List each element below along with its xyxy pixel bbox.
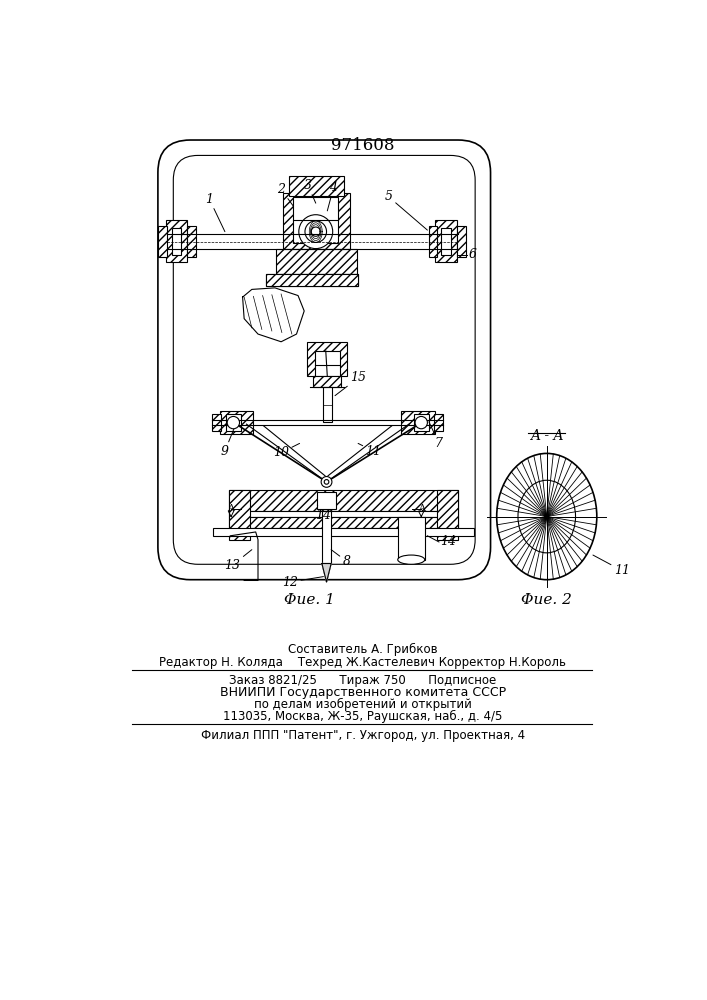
Circle shape (415, 416, 428, 429)
Bar (219, 411, 253, 434)
Text: ВНИИПИ Государственного комитета СССР: ВНИИПИ Государственного комитета СССР (220, 686, 506, 699)
Text: 5: 5 (385, 190, 428, 230)
Text: Составитель А. Грибков: Составитель А. Грибков (288, 643, 438, 656)
Polygon shape (243, 288, 304, 342)
Bar (229, 490, 458, 511)
Text: 113035, Москва, Ж-35, Раушская, наб., д. 4/5: 113035, Москва, Ж-35, Раушская, наб., д.… (223, 709, 503, 723)
Bar (165, 220, 187, 262)
Text: A: A (418, 504, 425, 513)
Bar (441, 228, 450, 255)
Text: A: A (228, 504, 235, 513)
Text: 3: 3 (304, 179, 316, 203)
Bar (276, 249, 356, 274)
Bar (317, 492, 336, 509)
Ellipse shape (398, 555, 425, 564)
Polygon shape (322, 564, 331, 582)
Text: Заказ 8821/25      Тираж 750      Подписное: Заказ 8821/25 Тираж 750 Подписное (229, 674, 496, 687)
Circle shape (227, 416, 240, 429)
Bar (433, 414, 443, 431)
Bar (212, 414, 221, 431)
Bar (229, 511, 458, 517)
Bar (315, 351, 339, 376)
Bar (414, 414, 429, 431)
Bar (266, 274, 358, 286)
Bar (226, 414, 241, 431)
Text: Редактор Н. Коляда    Техред Ж.Кастелевич Корректор Н.Король: Редактор Н. Коляда Техред Ж.Кастелевич К… (159, 656, 566, 669)
Text: 13: 13 (225, 550, 252, 572)
Bar (322, 511, 331, 564)
Bar (214, 528, 474, 536)
Circle shape (311, 227, 320, 236)
Text: Φue. 1: Φue. 1 (284, 593, 335, 607)
Text: 12: 12 (282, 576, 324, 588)
Text: 15: 15 (335, 371, 366, 396)
Text: 4: 4 (327, 181, 337, 211)
Circle shape (299, 215, 333, 249)
Bar (402, 411, 435, 434)
Text: 2: 2 (277, 183, 293, 206)
Text: Φue. 2: Φue. 2 (521, 593, 572, 607)
Bar (158, 226, 167, 257)
Text: по делам изобретений и открытий: по делам изобретений и открытий (254, 698, 472, 711)
Text: 7: 7 (429, 422, 443, 450)
Bar (437, 490, 458, 540)
Bar (322, 387, 332, 422)
Text: 971608: 971608 (331, 137, 395, 154)
Text: 1: 1 (206, 193, 225, 232)
Text: 11: 11 (593, 555, 630, 577)
Text: 11: 11 (358, 443, 382, 458)
Text: 14: 14 (315, 505, 331, 522)
Bar (229, 517, 458, 528)
Bar (313, 376, 341, 387)
Bar (283, 193, 351, 249)
Text: Филиал ППП "Патент", г. Ужгород, ул. Проектная, 4: Филиал ППП "Патент", г. Ужгород, ул. Про… (201, 730, 525, 742)
Text: 6: 6 (469, 248, 477, 261)
Ellipse shape (497, 453, 597, 580)
Bar (187, 226, 197, 257)
Bar (288, 176, 344, 196)
Text: 9: 9 (221, 419, 238, 458)
Bar (293, 197, 338, 243)
Text: 8: 8 (331, 550, 351, 568)
Bar (429, 226, 437, 257)
Bar (435, 220, 457, 262)
Polygon shape (322, 564, 331, 582)
Text: A - A: A - A (530, 429, 563, 443)
Bar (172, 228, 181, 255)
Bar (398, 517, 425, 560)
Bar (229, 490, 250, 540)
Bar (266, 274, 358, 286)
Bar (457, 226, 466, 257)
Bar (308, 342, 347, 376)
Circle shape (321, 477, 332, 487)
Circle shape (544, 514, 549, 519)
Text: 10: 10 (273, 443, 300, 459)
Text: 14: 14 (440, 535, 457, 548)
